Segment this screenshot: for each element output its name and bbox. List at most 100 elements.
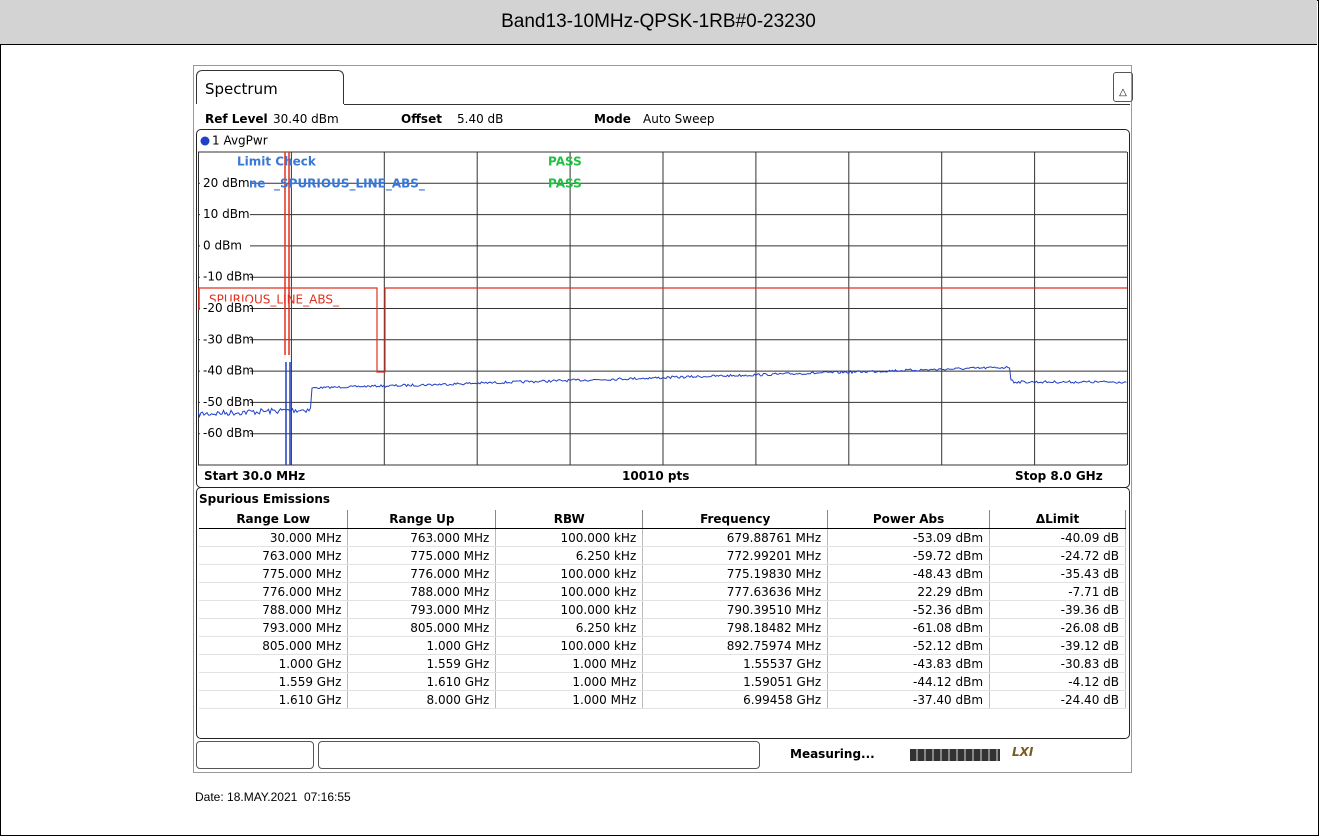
table-row: 776.000 MHz 788.000 MHz 100.000 kHz 777.636… [199, 582, 1126, 601]
column-header: ΔLimit [989, 510, 1126, 529]
table-cell: 1.000 GHz [199, 654, 349, 673]
table-cell: 1.000 MHz [495, 672, 644, 691]
table-cell: 777.63636 MHz [642, 582, 829, 601]
trace-spike [285, 362, 291, 465]
limit-check-label: Limit Check [237, 155, 317, 169]
date: Date: 18.MAY.2021 07:16:55 [195, 790, 351, 804]
tab-line [344, 104, 1130, 105]
table-row: 763.000 MHz 775.000 MHz 6.250 kHz 772.99201… [199, 546, 1126, 565]
table-row: 30.000 MHz 763.000 MHz 100.000 kHz 679.8876… [199, 528, 1126, 547]
table-cell: -39.12 dB [989, 636, 1126, 655]
table-cell: 6.99458 GHz [642, 690, 829, 709]
table-cell: 1.59051 GHz [642, 672, 829, 691]
table-cell: -37.40 dBm [827, 690, 991, 709]
table-row: 1.610 GHz 8.000 GHz 1.000 MHz 6.99458 GHz -3… [199, 690, 1126, 709]
table-row: 1.559 GHz 1.610 GHz 1.000 MHz 1.59051 GHz -4… [199, 672, 1126, 691]
y-axis-label: -20 dBm [203, 301, 254, 315]
table-cell: 805.000 MHz [347, 618, 497, 637]
table-cell: 772.99201 MHz [642, 546, 829, 565]
setting-label: Offset [401, 112, 442, 126]
trace-label: 1 AvgPwr [212, 134, 268, 148]
table-cell: 793.000 MHz [199, 618, 349, 637]
label-bg [200, 238, 250, 253]
progress-bar [910, 749, 1000, 761]
table-cell: 775.19830 MHz [642, 564, 829, 583]
table-cell: -7.71 dB [989, 582, 1126, 601]
y-axis-label: -10 dBm [203, 270, 254, 284]
setting-label: Mode [594, 112, 631, 126]
table-cell: 100.000 kHz [495, 636, 644, 655]
column-header: RBW [495, 510, 644, 529]
table-cell: 775.000 MHz [347, 546, 497, 565]
table-cell: 788.000 MHz [347, 582, 497, 601]
table-title: Spurious Emissions [199, 492, 331, 506]
column-header: Range Up [347, 510, 497, 529]
table-cell: 1.559 GHz [347, 654, 497, 673]
label-bg [200, 426, 250, 441]
label-bg [200, 207, 250, 222]
label-bg [200, 270, 250, 285]
table-cell: -52.36 dBm [827, 600, 991, 619]
table-cell: -43.83 dBm [827, 654, 991, 673]
limit-check-result: PASS [548, 155, 582, 169]
footer-stop: Stop 8.0 GHz [1015, 469, 1103, 483]
table-cell: 793.000 MHz [347, 600, 497, 619]
setting-value: Auto Sweep [643, 112, 715, 126]
y-axis-label: -60 dBm [203, 426, 254, 440]
table-cell: 100.000 kHz [495, 564, 644, 583]
emissions-table: Range Low Range Up RBW Frequency Power Abs ΔL… [199, 510, 1126, 709]
table-cell: 8.000 GHz [347, 690, 497, 709]
table-cell: 1.559 GHz [199, 672, 349, 691]
table-cell: 100.000 kHz [495, 528, 644, 547]
table-cell: 788.000 MHz [199, 600, 349, 619]
footer-points: 10010 pts [622, 469, 690, 483]
spectrum-plot: 1 AvgPwr Limit Check PASS Line _SPURIOUS… [198, 134, 1128, 466]
table-row: 1.000 GHz 1.559 GHz 1.000 MHz 1.55537 GHz -4… [199, 654, 1126, 673]
status-text: Measuring... [790, 747, 875, 761]
table-cell: -30.83 dB [989, 654, 1126, 673]
table-row: 805.000 MHz 1.000 GHz 100.000 kHz 892.75974… [199, 636, 1126, 655]
table-cell: 679.88761 MHz [642, 528, 829, 547]
label-bg [200, 395, 250, 410]
table-cell: -52.12 dBm [827, 636, 991, 655]
table-cell: 776.000 MHz [347, 564, 497, 583]
table-row: 775.000 MHz 776.000 MHz 100.000 kHz 775.198… [199, 564, 1126, 583]
trace [198, 365, 1127, 419]
table-cell: 22.29 dBm [827, 582, 991, 601]
table-cell: -40.09 dB [989, 528, 1126, 547]
setting-value: 5.40 dB [457, 112, 504, 126]
table-frame [196, 487, 1130, 739]
table-cell: -59.72 dBm [827, 546, 991, 565]
table-cell: -35.43 dB [989, 564, 1126, 583]
table-cell: 6.250 kHz [495, 546, 644, 565]
label-bg [200, 364, 250, 379]
table-row: 788.000 MHz 793.000 MHz 100.000 kHz 790.395… [199, 600, 1126, 619]
footer-start: Start 30.0 MHz [204, 469, 306, 483]
column-header: Power Abs [827, 510, 991, 529]
table-cell: 790.39510 MHz [642, 600, 829, 619]
status-field [196, 741, 314, 769]
table-cell: -48.43 dBm [827, 564, 991, 583]
header-title: Band13-10MHz-QPSK-1RB#0-23230 [0, 0, 1317, 45]
toolbar-icon[interactable]: △ [1113, 72, 1133, 102]
trace-dot [200, 136, 210, 146]
table-cell: 1.000 MHz [495, 654, 644, 673]
status-field [318, 741, 760, 769]
limit-line-result: PASS [548, 177, 582, 191]
limit-line [198, 152, 290, 355]
table-cell: 798.18482 MHz [642, 618, 829, 637]
y-axis-label: 20 dBm [203, 176, 250, 190]
y-axis-label: -40 dBm [203, 364, 254, 378]
table-cell: 6.250 kHz [495, 618, 644, 637]
label-bg [200, 176, 250, 191]
table-cell: 1.000 MHz [495, 690, 644, 709]
setting-label: Ref Level [205, 112, 268, 126]
table-row: 793.000 MHz 805.000 MHz 6.250 kHz 798.18482… [199, 618, 1126, 637]
table-cell: 100.000 kHz [495, 600, 644, 619]
limit-line-name: _SPURIOUS_LINE_ABS_ [274, 177, 425, 192]
table-cell: 892.75974 MHz [642, 636, 829, 655]
table-cell: 1.000 GHz [347, 636, 497, 655]
spectrum-tab[interactable]: Spectrum [196, 70, 344, 104]
table-cell: 775.000 MHz [199, 564, 349, 583]
